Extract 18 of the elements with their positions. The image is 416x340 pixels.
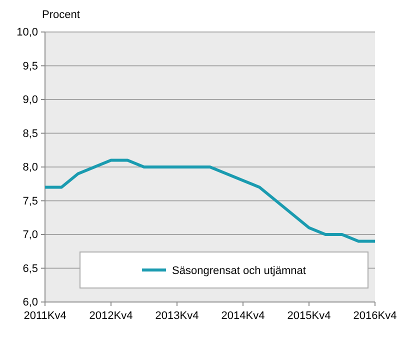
y-tick-label: 6,0: [22, 296, 38, 309]
y-tick-label: 10,0: [16, 26, 38, 39]
y-tick-label: 9,5: [22, 60, 38, 72]
y-axis-title: Procent: [42, 9, 80, 21]
y-tick-label: 6,5: [22, 262, 38, 275]
line-series: [44, 158, 376, 243]
y-tick-label: 8,5: [22, 128, 38, 140]
x-tick-label: 2016Kv4: [353, 310, 397, 322]
y-tick-label: 8,0: [22, 162, 38, 174]
legend-label: Säsongrensat och utjämnat: [172, 265, 306, 277]
x-tick-label: 2013Kv4: [155, 310, 199, 322]
x-tick-label: 2014Kv4: [221, 310, 265, 322]
y-tick-label: 7,0: [22, 229, 38, 242]
y-tick-label: 7,5: [22, 195, 38, 208]
x-tick-label: 2015Kv4: [287, 310, 331, 322]
x-tick-label: 2011Kv4: [24, 310, 66, 322]
y-tick-label: 9,0: [22, 94, 38, 106]
x-tick-label: 2012Kv4: [89, 310, 133, 322]
